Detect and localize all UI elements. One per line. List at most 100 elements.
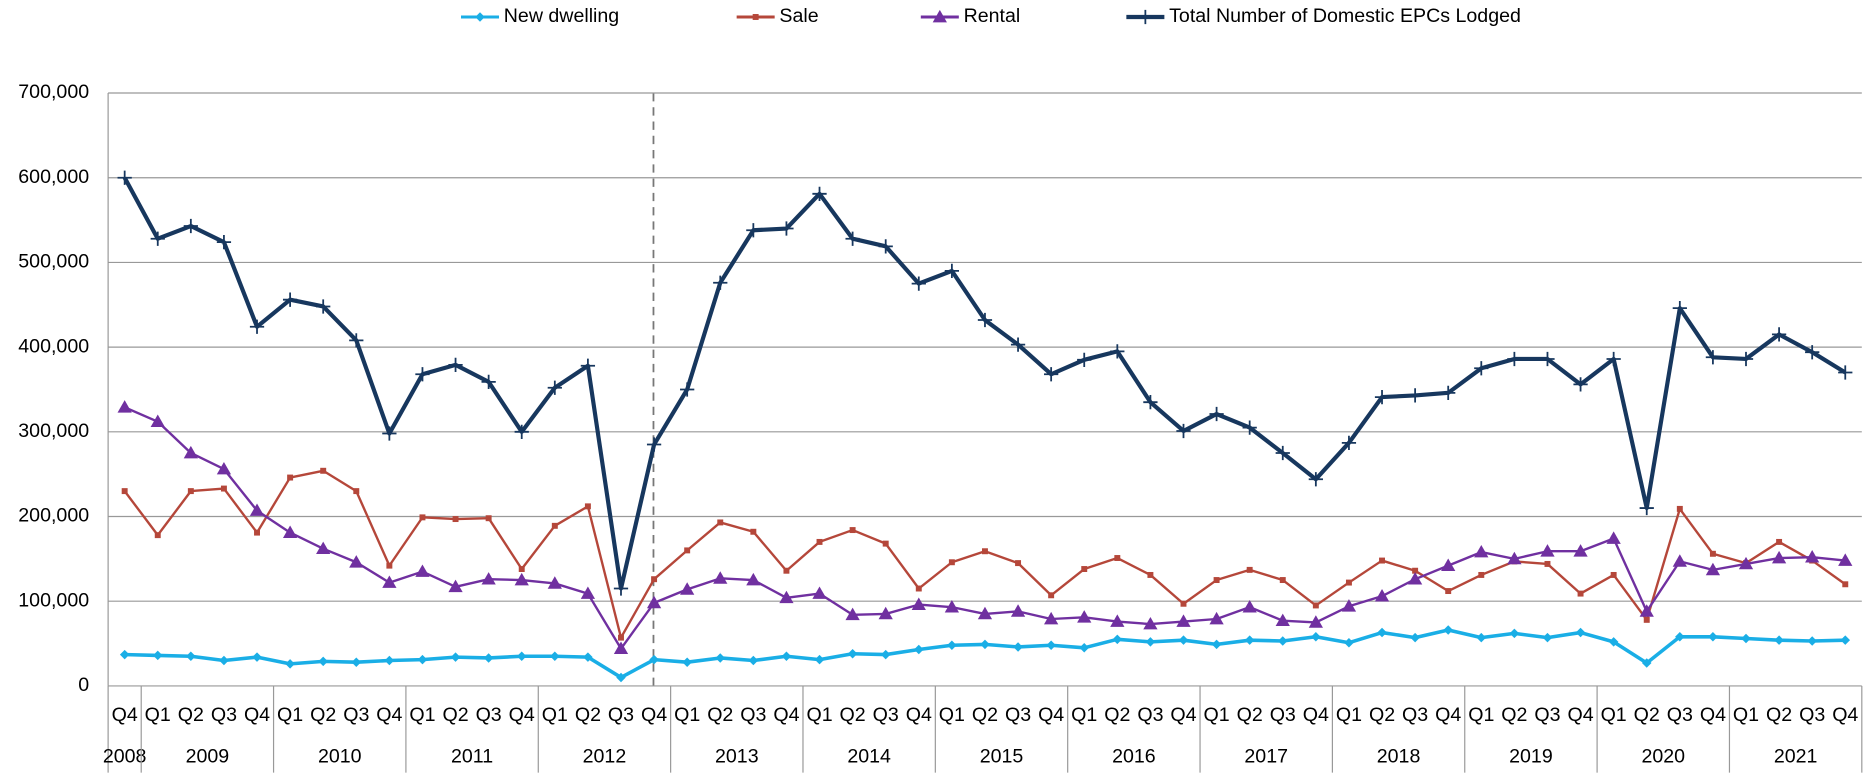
legend-marker (475, 12, 485, 22)
x-tick-label: Q2 (1369, 704, 1395, 726)
data-point (618, 634, 624, 641)
data-point (1209, 406, 1224, 422)
data-point (550, 651, 560, 662)
data-point (516, 651, 527, 662)
data-point (382, 426, 397, 441)
x-group-label: 2018 (1377, 745, 1421, 767)
x-group-label: 2011 (451, 745, 493, 767)
data-point (1805, 345, 1820, 360)
x-tick-label: Q1 (1468, 704, 1494, 726)
data-point (944, 600, 960, 613)
data-point (1147, 571, 1154, 578)
x-tick-label: Q1 (1601, 704, 1627, 726)
data-point (117, 400, 132, 413)
x-tick-label: Q2 (442, 704, 468, 726)
legend-marker (932, 9, 947, 23)
data-point (216, 234, 232, 250)
data-point (1110, 614, 1125, 627)
x-tick-label: Q3 (1534, 704, 1560, 726)
x-tick-label: Q1 (939, 704, 965, 726)
data-point (1244, 635, 1255, 645)
data-point (514, 424, 529, 439)
y-tick-label: 300,000 (18, 420, 89, 442)
x-tick-label: Q2 (1104, 704, 1130, 726)
x-tick-label: Q3 (1137, 704, 1163, 726)
data-point (415, 564, 430, 577)
data-point (1246, 566, 1253, 573)
data-point (450, 652, 461, 662)
data-point (287, 474, 294, 481)
series-line (124, 628, 1846, 680)
data-point (1443, 625, 1453, 635)
data-point (1211, 639, 1222, 650)
data-point (1178, 635, 1189, 645)
data-point (684, 547, 691, 554)
data-point (254, 529, 260, 536)
x-tick-label: Q4 (906, 704, 932, 726)
data-point (1643, 616, 1650, 623)
data-point (349, 333, 364, 348)
data-point (1312, 602, 1319, 609)
data-point (216, 461, 232, 475)
x-tick-label: Q4 (1170, 704, 1196, 726)
data-point (1374, 589, 1390, 602)
data-point (882, 540, 889, 547)
data-point (1672, 554, 1687, 567)
data-point (1573, 544, 1588, 557)
data-point (1308, 472, 1323, 487)
data-point (282, 525, 298, 538)
data-point (845, 607, 860, 621)
x-group-label: 2014 (847, 745, 891, 767)
x-tick-label: Q4 (112, 704, 138, 726)
x-tick-label: Q3 (873, 704, 899, 726)
data-point (646, 437, 662, 452)
data-point (518, 566, 525, 572)
data-point (980, 639, 990, 650)
data-point (878, 239, 893, 254)
data-point (285, 659, 295, 669)
data-point (713, 571, 728, 584)
data-point (1010, 337, 1026, 352)
data-point (1639, 604, 1654, 617)
data-point (183, 445, 198, 459)
data-point (1242, 420, 1257, 435)
data-point (249, 319, 265, 334)
x-tick-label: Q2 (575, 704, 601, 726)
data-point (483, 653, 494, 663)
data-point (1077, 610, 1092, 623)
data-point (1279, 577, 1286, 584)
data-point (1407, 572, 1423, 585)
data-point (1209, 611, 1224, 625)
data-point (150, 414, 165, 428)
data-point (977, 606, 993, 620)
data-point (1507, 351, 1522, 367)
data-point (816, 538, 823, 545)
data-point (779, 221, 794, 236)
data-point (415, 367, 430, 382)
x-tick-label: Q1 (1733, 704, 1759, 726)
x-tick-label: Q1 (1071, 704, 1097, 726)
data-point (779, 590, 794, 604)
data-point (448, 357, 463, 373)
legend-marker (752, 14, 759, 20)
data-point (1544, 560, 1551, 567)
data-point (682, 657, 692, 667)
x-group-label: 2020 (1641, 745, 1685, 767)
x-group-label: 2017 (1244, 745, 1288, 767)
data-point (1610, 571, 1617, 578)
data-point (384, 655, 395, 666)
x-tick-label: Q3 (211, 704, 237, 726)
data-point (249, 503, 265, 516)
data-point (154, 532, 161, 539)
data-point (613, 581, 629, 596)
x-tick-label: Q2 (310, 704, 336, 726)
data-point (915, 585, 922, 592)
data-point (944, 263, 960, 279)
x-tick-label: Q3 (343, 704, 369, 726)
x-group-label: 2010 (318, 745, 362, 767)
data-point (847, 648, 858, 659)
data-point (713, 275, 728, 290)
data-point (1412, 567, 1419, 574)
data-point (351, 657, 362, 667)
data-point (616, 672, 626, 683)
